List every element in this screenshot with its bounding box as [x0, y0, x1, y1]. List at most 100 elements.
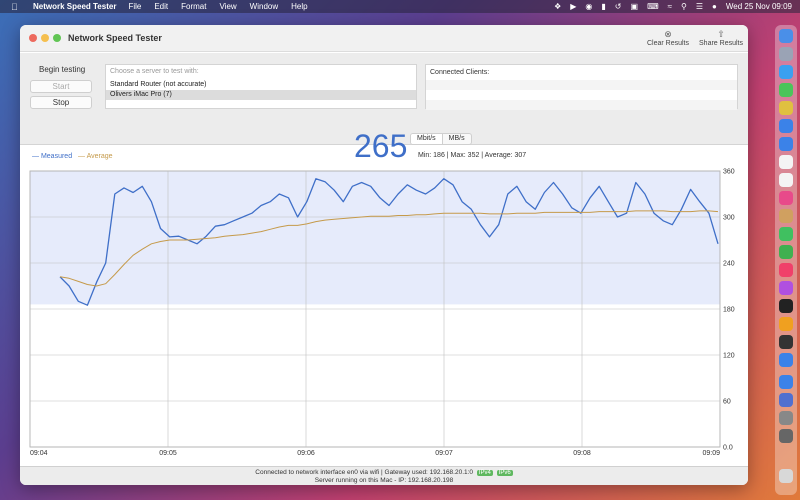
pages-icon[interactable]: [779, 209, 793, 223]
app-store-blue-icon[interactable]: [779, 353, 793, 367]
x-tick-label: 09:05: [159, 450, 177, 455]
menu-window[interactable]: Window: [249, 2, 279, 11]
menu-edit[interactable]: Edit: [154, 2, 169, 11]
clear-icon: ⊗: [664, 29, 672, 39]
messages-icon[interactable]: [779, 227, 793, 241]
close-button[interactable]: [29, 34, 37, 42]
stop-button[interactable]: Stop: [30, 96, 92, 109]
status-line-connection: Connected to network interface en0 via w…: [20, 469, 748, 476]
search-icon[interactable]: ⚲: [681, 2, 687, 11]
y-tick-label: 120: [723, 353, 735, 360]
finder-icon[interactable]: [779, 29, 793, 43]
siri-icon[interactable]: ●: [712, 2, 717, 11]
app-store-icon[interactable]: [779, 317, 793, 331]
unit-mbit-option[interactable]: Mbit/s: [411, 134, 443, 144]
x-tick-label: 09:06: [297, 450, 315, 455]
legend-measured: — Measured: [32, 153, 73, 160]
menu-app-name[interactable]: Network Speed Tester: [33, 2, 117, 11]
connected-clients-list: Connected Clients:: [425, 64, 738, 110]
battery-icon[interactable]: ▮: [601, 2, 606, 11]
preview-icon[interactable]: [779, 393, 793, 407]
speed-chart: 0.0 60 120 180 240 300 360 09:04 09:05 09:06 09:07…: [29, 169, 735, 455]
reminders-icon[interactable]: [779, 173, 793, 187]
y-tick-label: 300: [723, 215, 735, 222]
server-item-standard-router[interactable]: Standard Router (not accurate): [110, 81, 207, 88]
average-series-line: [59, 210, 719, 287]
clients-row: [426, 100, 737, 110]
keyboard-icon[interactable]: ⌨: [647, 2, 659, 11]
clear-results-label: Clear Results: [646, 40, 689, 47]
unit-mbyte-option[interactable]: MB/s: [448, 135, 465, 142]
photos-icon[interactable]: [779, 191, 793, 205]
network-speed-icon[interactable]: [779, 375, 793, 389]
clear-results-button[interactable]: ⊗ Clear Results: [646, 29, 690, 47]
chart-legend: — Measured — Average: [32, 153, 113, 160]
menu-format[interactable]: Format: [181, 2, 207, 11]
status-line-server: Server running on this Mac - IP: 192.168…: [314, 477, 454, 484]
terminal-icon[interactable]: [779, 335, 793, 349]
y-tick-label: 0.0: [723, 445, 733, 452]
podcasts-icon[interactable]: [779, 281, 793, 295]
x-tick-label: 09:09: [702, 450, 720, 455]
notes-icon[interactable]: [779, 101, 793, 115]
dropbox-icon[interactable]: ❖: [554, 2, 562, 11]
status-bar: Connected to network interface en0 via w…: [20, 466, 748, 485]
legend-measured-label: Measured: [40, 153, 73, 160]
status-connection-text: Connected to network interface en0 via w…: [255, 469, 474, 476]
share-results-button[interactable]: ⇧ Share Results: [698, 29, 744, 47]
minimize-button[interactable]: [41, 34, 49, 42]
history-icon[interactable]: ↺: [614, 2, 622, 11]
server-list[interactable]: Choose a server to test with: Standard R…: [105, 64, 417, 109]
y-tick-label: 360: [723, 169, 735, 176]
maps-icon[interactable]: [779, 83, 793, 97]
unit-selector[interactable]: Mbit/s MB/s: [410, 133, 472, 145]
wifi-icon[interactable]: ≈: [667, 2, 672, 11]
current-speed: 265: [354, 128, 408, 164]
x-tick-label: 09:07: [435, 450, 453, 455]
x-tick-label: 09:04: [30, 450, 48, 455]
y-tick-label: 240: [723, 261, 735, 268]
status-area: ❖ ▶ ◉ ▮ ↺ ▣ ⌨ ≈ ⚲ ☰ ● Wed 25 Nov 09:09: [554, 0, 800, 13]
y-tick-label: 180: [723, 307, 735, 314]
safari-icon[interactable]: [779, 119, 793, 133]
title-bar: Network Speed Tester ⊗ Clear Results ⇧ S…: [20, 25, 748, 52]
server-item-imac-pro[interactable]: Olivers iMac Pro (7): [106, 90, 416, 100]
app-window: Network Speed Tester ⊗ Clear Results ⇧ S…: [20, 25, 748, 485]
numbers-icon[interactable]: [779, 245, 793, 259]
menu-file[interactable]: File: [128, 2, 142, 11]
music-icon[interactable]: [779, 263, 793, 277]
apple-menu-icon[interactable]: : [11, 2, 25, 12]
menu-help[interactable]: Help: [291, 2, 308, 11]
clock[interactable]: Wed 25 Nov 09:09: [725, 2, 792, 11]
x-tick-label: 09:08: [573, 450, 591, 455]
menu-bar:  Network Speed Tester File Edit Format …: [0, 0, 800, 13]
utility-icon[interactable]: [779, 429, 793, 443]
connected-clients-label: Connected Clients:: [430, 69, 490, 76]
clients-row: [426, 80, 737, 90]
mail-icon[interactable]: [779, 137, 793, 151]
control-center-icon[interactable]: ☰: [695, 2, 704, 11]
speed-stats: Min: 186 | Max: 352 | Average: 307: [418, 152, 527, 159]
record-icon[interactable]: ◉: [585, 2, 593, 11]
trash-icon[interactable]: [779, 469, 793, 483]
menu-view[interactable]: View: [219, 2, 237, 11]
share-results-label: Share Results: [699, 40, 743, 47]
display-icon[interactable]: ▣: [630, 2, 639, 11]
apple-tv-icon[interactable]: [779, 299, 793, 313]
xcode-icon[interactable]: [779, 65, 793, 79]
play-icon[interactable]: ▶: [570, 2, 577, 11]
measured-range-band: [30, 171, 720, 305]
controls-panel: Begin testing Start Stop Choose a server…: [20, 53, 748, 145]
ipv6-badge: IPv6: [496, 470, 513, 476]
y-tick-label: 60: [723, 399, 731, 406]
ipv4-badge: IPv4: [476, 470, 493, 476]
calendar-icon[interactable]: [779, 155, 793, 169]
window-title: Network Speed Tester: [68, 33, 162, 43]
system-preferences-icon[interactable]: [779, 411, 793, 425]
launchpad-icon[interactable]: [779, 47, 793, 61]
zoom-button[interactable]: [53, 34, 61, 42]
measured-series-line: [59, 178, 719, 306]
dock: [775, 25, 797, 495]
start-button[interactable]: Start: [30, 80, 92, 93]
begin-testing-label: Begin testing: [39, 65, 86, 74]
